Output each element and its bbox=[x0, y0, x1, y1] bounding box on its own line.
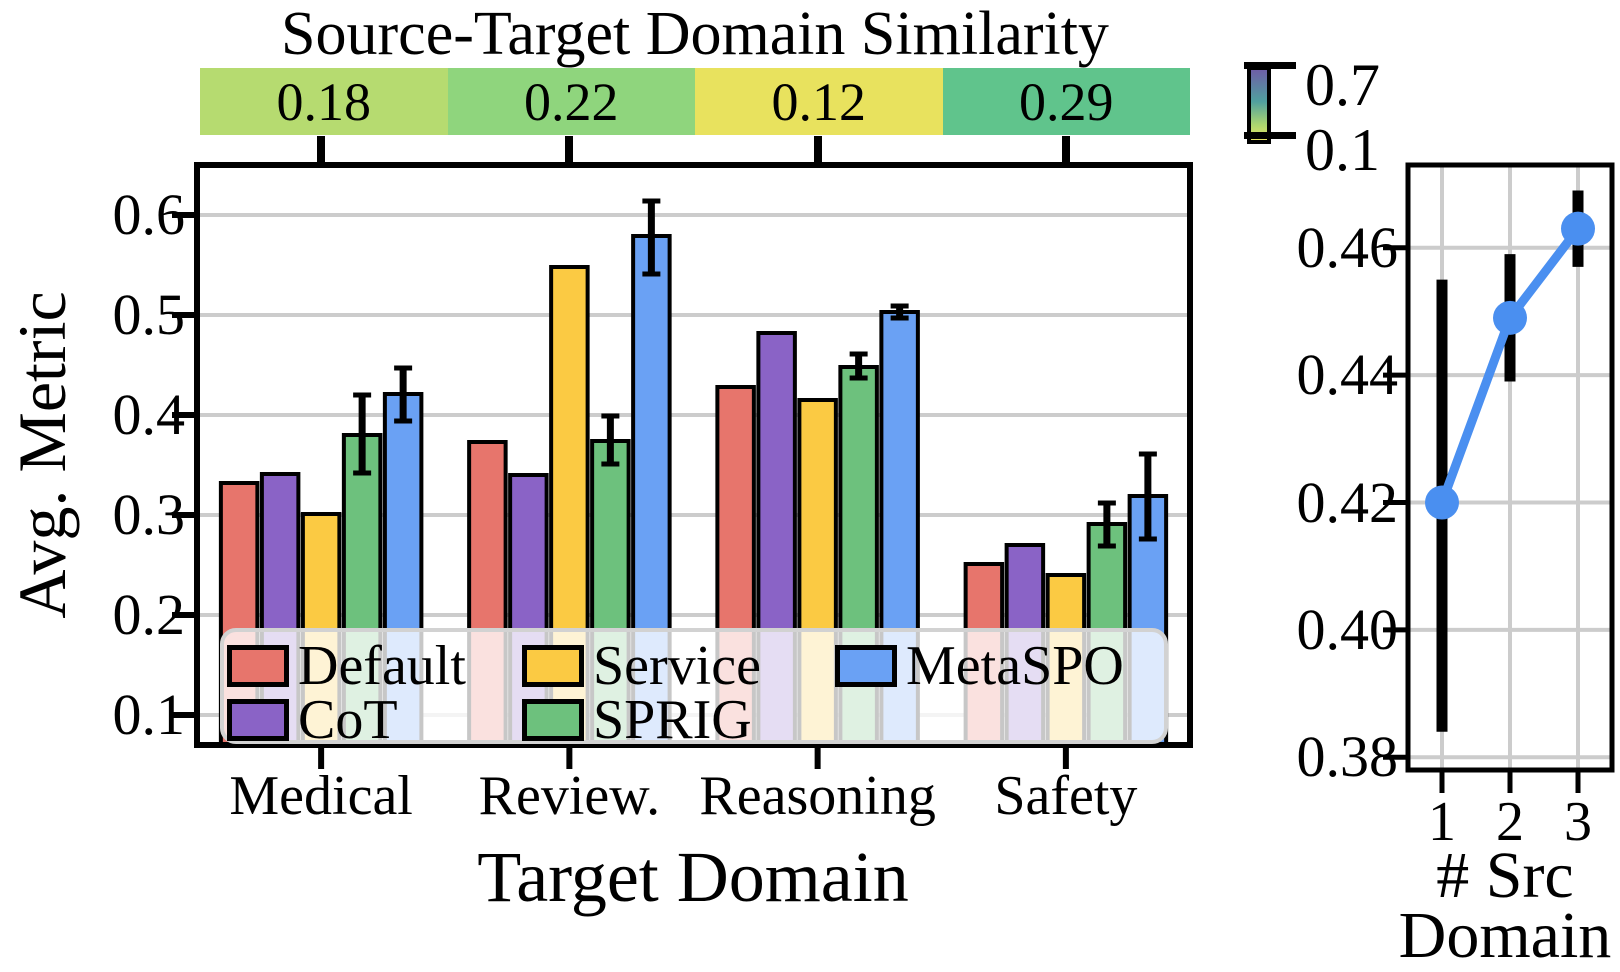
similarity-segment-2: 0.12 bbox=[695, 68, 943, 135]
legend bbox=[220, 628, 1168, 744]
src-x-tick-label: 1 bbox=[1428, 791, 1456, 853]
src-x-tick-label: 2 bbox=[1496, 791, 1524, 853]
legend-item-service: Service bbox=[522, 638, 761, 694]
similarity-segment-0: 0.18 bbox=[200, 68, 448, 135]
legend-swatch-cot bbox=[227, 699, 289, 741]
similarity-bar: 0.18 0.22 0.12 0.29 bbox=[200, 68, 1190, 135]
src-x-axis-label-line2: Domain bbox=[1398, 899, 1612, 972]
colorbar-max-label: 0.7 bbox=[1305, 52, 1380, 118]
x-tick-label: Review. bbox=[478, 765, 661, 827]
legend-label-default: Default bbox=[298, 635, 466, 697]
legend-item-metaspo: MetaSPO bbox=[835, 638, 1124, 694]
src-y-tick-label: 0.40 bbox=[1296, 596, 1399, 662]
legend-item-cot: CoT bbox=[227, 692, 398, 748]
similarity-segment-value: 0.22 bbox=[524, 71, 619, 132]
src-y-tick-label: 0.42 bbox=[1296, 469, 1399, 535]
src-marker-2 bbox=[1493, 300, 1527, 335]
src-marker-3 bbox=[1561, 211, 1595, 246]
colorbar-bottom-tick bbox=[1244, 132, 1296, 139]
legend-item-default: Default bbox=[227, 638, 466, 694]
legend-swatch-metaspo bbox=[835, 645, 897, 687]
similarity-segment-value: 0.12 bbox=[771, 71, 867, 132]
legend-label-sprig: SPRIG bbox=[593, 689, 752, 751]
similarity-segment-value: 0.29 bbox=[1019, 71, 1114, 132]
src-y-tick-label: 0.46 bbox=[1296, 214, 1399, 280]
similarity-segment-3: 0.29 bbox=[942, 68, 1190, 135]
similarity-segment-1: 0.22 bbox=[447, 68, 695, 135]
legend-swatch-service bbox=[522, 645, 584, 687]
legend-label-service: Service bbox=[593, 635, 761, 697]
x-tick-label: Safety bbox=[994, 765, 1138, 827]
main-plot-frame bbox=[194, 162, 1193, 748]
legend-swatch-default bbox=[227, 645, 289, 687]
similarity-title: Source-Target Domain Similarity bbox=[281, 0, 1109, 68]
colorbar-top-tick bbox=[1244, 62, 1296, 69]
similarity-segment-value: 0.18 bbox=[276, 71, 372, 132]
x-tick-label: Medical bbox=[229, 765, 413, 827]
src-x-axis-label-line1: # Src bbox=[1436, 839, 1574, 912]
legend-label-cot: CoT bbox=[298, 689, 398, 751]
src-marker-1 bbox=[1425, 485, 1459, 520]
colorbar-min-label: 0.1 bbox=[1305, 117, 1380, 183]
legend-label-metaspo: MetaSPO bbox=[906, 635, 1124, 697]
src-y-tick-label: 0.38 bbox=[1296, 724, 1399, 790]
src-x-tick-label: 3 bbox=[1564, 791, 1592, 853]
x-tick-label: Reasoning bbox=[699, 765, 936, 827]
legend-swatch-sprig bbox=[522, 699, 584, 741]
legend-item-sprig: SPRIG bbox=[522, 692, 752, 748]
src-y-tick-label: 0.44 bbox=[1296, 342, 1399, 408]
x-axis-label: Target Domain bbox=[477, 837, 909, 917]
